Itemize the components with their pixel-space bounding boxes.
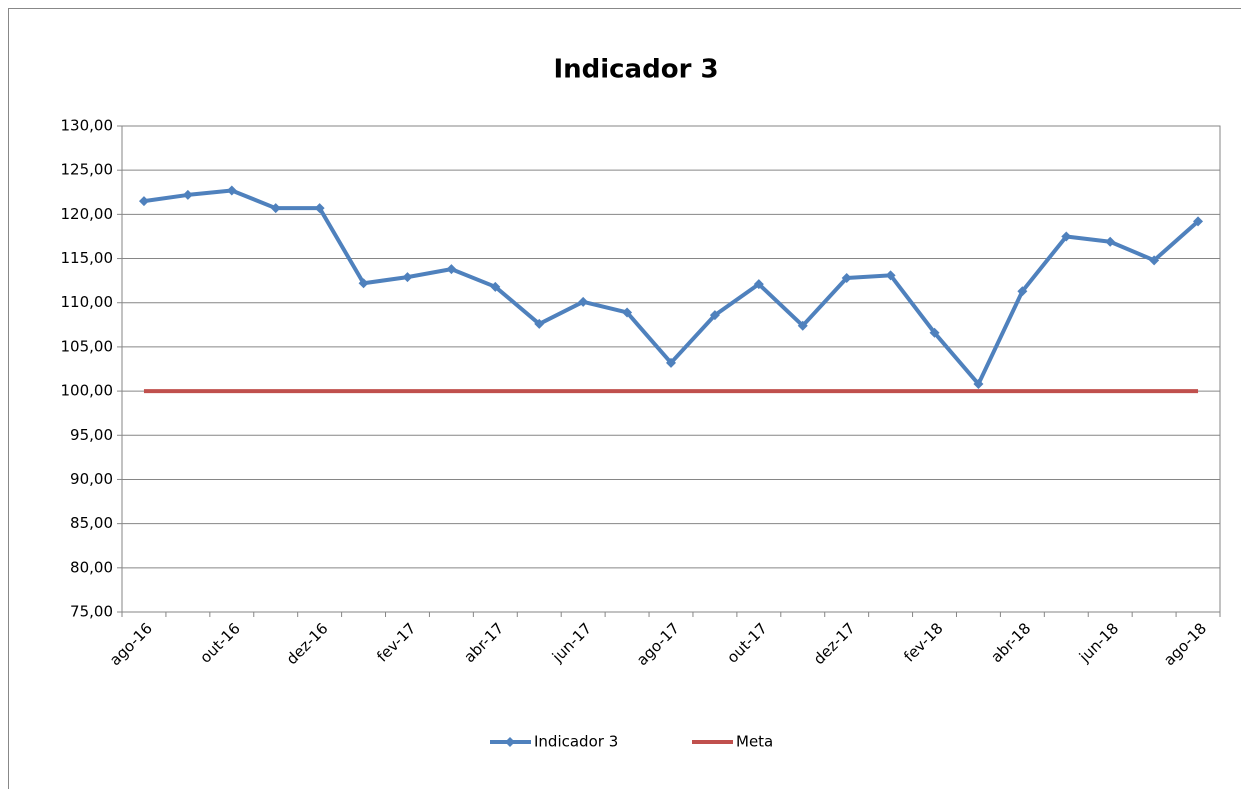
chart-title: Indicador 3 <box>553 55 718 85</box>
point-marker <box>138 196 149 207</box>
point-marker <box>270 203 281 214</box>
series-line <box>143 188 1200 387</box>
x-tick-label: fev-18 <box>900 619 946 665</box>
x-tick-label: jun-17 <box>548 619 595 666</box>
point-marker <box>314 203 325 214</box>
x-tick-label: abr-17 <box>460 619 507 666</box>
point-marker <box>1061 231 1072 242</box>
y-tick-label: 120,00 <box>61 205 114 223</box>
point-marker <box>797 320 808 331</box>
point-marker <box>753 279 764 290</box>
y-tick-label: 105,00 <box>61 337 114 355</box>
x-tick-label: dez-17 <box>810 619 859 668</box>
point-marker <box>709 310 720 321</box>
y-tick-label: 75,00 <box>70 603 113 621</box>
y-tick-label: 100,00 <box>61 382 114 400</box>
legend-label: Indicador 3 <box>534 733 618 751</box>
y-tick-label: 85,00 <box>70 514 113 532</box>
x-tick-label: fev-17 <box>373 619 419 665</box>
point-marker <box>1105 236 1116 247</box>
plot-border <box>121 125 1221 613</box>
point-marker <box>446 264 457 275</box>
point-marker <box>402 272 413 283</box>
y-tick-label: 95,00 <box>70 426 113 444</box>
x-tick-label: jun-18 <box>1075 619 1122 666</box>
point-marker <box>885 270 896 281</box>
x-tick-label: abr-18 <box>987 619 1034 666</box>
legend-marker <box>505 737 515 747</box>
point-marker <box>666 357 676 368</box>
point-marker <box>358 278 369 289</box>
point-marker <box>490 281 501 292</box>
y-tick-label: 80,00 <box>70 558 113 576</box>
y-tick-label: 125,00 <box>61 161 114 179</box>
point-marker <box>534 318 545 329</box>
point-marker <box>1017 286 1028 297</box>
point-marker <box>841 272 852 283</box>
y-tick-label: 130,00 <box>61 117 114 135</box>
point-marker <box>1193 216 1204 227</box>
x-tick-label: ago-16 <box>106 619 156 669</box>
point-marker <box>929 327 940 338</box>
point-marker <box>226 185 237 196</box>
x-tick-label: out-16 <box>196 619 243 666</box>
point-marker <box>973 379 984 390</box>
point-marker <box>1149 255 1160 266</box>
legend-label: Meta <box>736 733 773 751</box>
chart-border <box>8 8 1241 789</box>
x-tick-label: ago-17 <box>633 619 683 669</box>
x-tick-label: ago-18 <box>1160 619 1210 669</box>
point-marker <box>578 296 589 307</box>
y-tick-label: 115,00 <box>61 249 114 267</box>
x-tick-label: out-17 <box>723 619 770 666</box>
x-tick-label: dez-16 <box>283 619 332 668</box>
point-marker <box>622 307 633 318</box>
y-tick-label: 110,00 <box>61 293 114 311</box>
y-tick-label: 90,00 <box>70 470 113 488</box>
point-marker <box>182 189 193 200</box>
